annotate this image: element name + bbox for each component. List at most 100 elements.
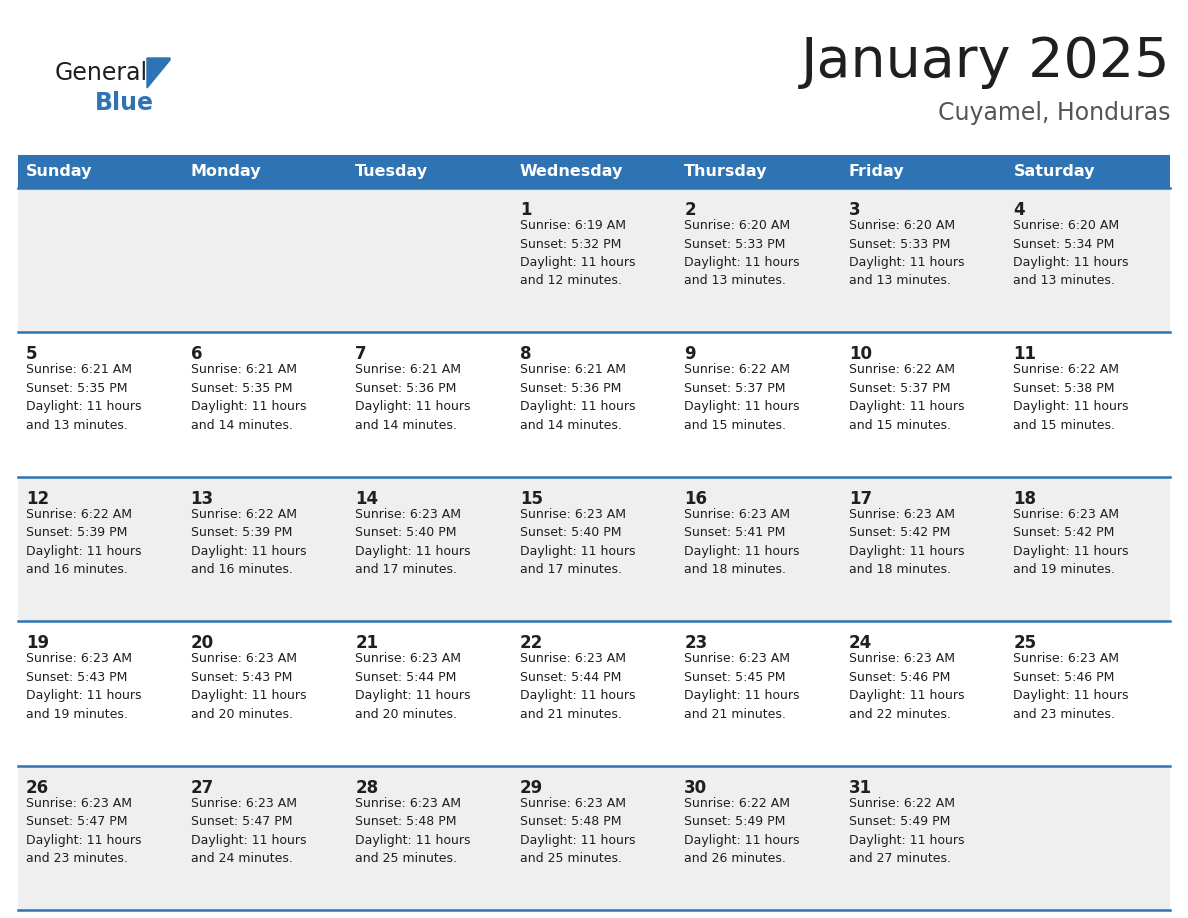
- Text: Sunset: 5:44 PM: Sunset: 5:44 PM: [355, 671, 456, 684]
- Text: Sunset: 5:37 PM: Sunset: 5:37 PM: [684, 382, 785, 395]
- Text: Daylight: 11 hours: Daylight: 11 hours: [26, 689, 141, 702]
- Text: and 15 minutes.: and 15 minutes.: [1013, 419, 1116, 431]
- Text: and 14 minutes.: and 14 minutes.: [355, 419, 457, 431]
- Text: Sunrise: 6:23 AM: Sunrise: 6:23 AM: [684, 652, 790, 666]
- Text: Sunset: 5:37 PM: Sunset: 5:37 PM: [849, 382, 950, 395]
- Text: Sunrise: 6:22 AM: Sunrise: 6:22 AM: [849, 797, 955, 810]
- Text: Sunrise: 6:20 AM: Sunrise: 6:20 AM: [1013, 219, 1119, 232]
- Text: Sunset: 5:42 PM: Sunset: 5:42 PM: [1013, 526, 1114, 539]
- Text: Daylight: 11 hours: Daylight: 11 hours: [519, 544, 636, 558]
- Text: and 15 minutes.: and 15 minutes.: [684, 419, 786, 431]
- Text: Sunset: 5:44 PM: Sunset: 5:44 PM: [519, 671, 621, 684]
- Text: 11: 11: [1013, 345, 1036, 364]
- Bar: [18, 155, 1170, 188]
- Text: Sunset: 5:33 PM: Sunset: 5:33 PM: [849, 238, 950, 251]
- Text: 9: 9: [684, 345, 696, 364]
- Text: 27: 27: [190, 778, 214, 797]
- Text: Daylight: 11 hours: Daylight: 11 hours: [519, 689, 636, 702]
- Text: 18: 18: [1013, 490, 1036, 508]
- Text: Daylight: 11 hours: Daylight: 11 hours: [849, 544, 965, 558]
- Text: Daylight: 11 hours: Daylight: 11 hours: [26, 400, 141, 413]
- Text: and 15 minutes.: and 15 minutes.: [849, 419, 950, 431]
- Text: and 18 minutes.: and 18 minutes.: [684, 564, 786, 577]
- Text: 23: 23: [684, 634, 708, 652]
- Text: January 2025: January 2025: [801, 35, 1170, 89]
- Text: Tuesday: Tuesday: [355, 164, 428, 179]
- Text: and 14 minutes.: and 14 minutes.: [519, 419, 621, 431]
- Text: Sunrise: 6:22 AM: Sunrise: 6:22 AM: [684, 364, 790, 376]
- Text: Sunrise: 6:23 AM: Sunrise: 6:23 AM: [355, 652, 461, 666]
- Text: 21: 21: [355, 634, 378, 652]
- Text: and 17 minutes.: and 17 minutes.: [519, 564, 621, 577]
- Text: and 21 minutes.: and 21 minutes.: [684, 708, 786, 721]
- Text: Sunset: 5:46 PM: Sunset: 5:46 PM: [849, 671, 950, 684]
- Text: Daylight: 11 hours: Daylight: 11 hours: [684, 256, 800, 269]
- Text: Thursday: Thursday: [684, 164, 767, 179]
- Text: Daylight: 11 hours: Daylight: 11 hours: [519, 256, 636, 269]
- Text: Daylight: 11 hours: Daylight: 11 hours: [1013, 256, 1129, 269]
- Text: and 20 minutes.: and 20 minutes.: [355, 708, 457, 721]
- Text: Sunset: 5:32 PM: Sunset: 5:32 PM: [519, 238, 621, 251]
- Text: and 12 minutes.: and 12 minutes.: [519, 274, 621, 287]
- Text: 22: 22: [519, 634, 543, 652]
- Text: Daylight: 11 hours: Daylight: 11 hours: [355, 400, 470, 413]
- Text: Sunrise: 6:22 AM: Sunrise: 6:22 AM: [190, 508, 297, 521]
- Text: and 21 minutes.: and 21 minutes.: [519, 708, 621, 721]
- Text: 30: 30: [684, 778, 707, 797]
- Text: Sunrise: 6:23 AM: Sunrise: 6:23 AM: [849, 508, 955, 521]
- Text: Sunset: 5:41 PM: Sunset: 5:41 PM: [684, 526, 785, 539]
- Text: Daylight: 11 hours: Daylight: 11 hours: [355, 834, 470, 846]
- Text: Cuyamel, Honduras: Cuyamel, Honduras: [937, 101, 1170, 125]
- Text: Daylight: 11 hours: Daylight: 11 hours: [190, 544, 307, 558]
- Text: Daylight: 11 hours: Daylight: 11 hours: [684, 834, 800, 846]
- Text: Sunrise: 6:23 AM: Sunrise: 6:23 AM: [26, 652, 132, 666]
- Text: Daylight: 11 hours: Daylight: 11 hours: [849, 689, 965, 702]
- Text: and 27 minutes.: and 27 minutes.: [849, 852, 950, 865]
- Bar: [18, 332, 1170, 476]
- Text: Sunset: 5:49 PM: Sunset: 5:49 PM: [849, 815, 950, 828]
- Text: Sunset: 5:34 PM: Sunset: 5:34 PM: [1013, 238, 1114, 251]
- Text: Daylight: 11 hours: Daylight: 11 hours: [355, 689, 470, 702]
- Text: and 23 minutes.: and 23 minutes.: [1013, 708, 1116, 721]
- Text: Daylight: 11 hours: Daylight: 11 hours: [1013, 400, 1129, 413]
- Text: and 23 minutes.: and 23 minutes.: [26, 852, 128, 865]
- Text: Sunrise: 6:23 AM: Sunrise: 6:23 AM: [519, 508, 626, 521]
- Text: Sunrise: 6:23 AM: Sunrise: 6:23 AM: [519, 797, 626, 810]
- Bar: [18, 476, 1170, 621]
- Text: Sunrise: 6:23 AM: Sunrise: 6:23 AM: [1013, 652, 1119, 666]
- Text: Blue: Blue: [95, 91, 154, 115]
- Text: Daylight: 11 hours: Daylight: 11 hours: [849, 400, 965, 413]
- Text: 17: 17: [849, 490, 872, 508]
- Text: and 26 minutes.: and 26 minutes.: [684, 852, 786, 865]
- Text: 8: 8: [519, 345, 531, 364]
- Text: and 14 minutes.: and 14 minutes.: [190, 419, 292, 431]
- Text: 28: 28: [355, 778, 378, 797]
- Text: Sunrise: 6:23 AM: Sunrise: 6:23 AM: [26, 797, 132, 810]
- Text: Sunset: 5:39 PM: Sunset: 5:39 PM: [190, 526, 292, 539]
- Text: 6: 6: [190, 345, 202, 364]
- Text: Sunrise: 6:20 AM: Sunrise: 6:20 AM: [684, 219, 790, 232]
- Text: Sunrise: 6:22 AM: Sunrise: 6:22 AM: [26, 508, 132, 521]
- Text: Sunset: 5:36 PM: Sunset: 5:36 PM: [355, 382, 456, 395]
- Text: Sunrise: 6:23 AM: Sunrise: 6:23 AM: [190, 652, 297, 666]
- Text: Sunset: 5:35 PM: Sunset: 5:35 PM: [26, 382, 127, 395]
- Text: Sunset: 5:45 PM: Sunset: 5:45 PM: [684, 671, 785, 684]
- Text: Sunset: 5:49 PM: Sunset: 5:49 PM: [684, 815, 785, 828]
- Text: 20: 20: [190, 634, 214, 652]
- Text: and 24 minutes.: and 24 minutes.: [190, 852, 292, 865]
- Text: Sunrise: 6:23 AM: Sunrise: 6:23 AM: [355, 797, 461, 810]
- Text: Daylight: 11 hours: Daylight: 11 hours: [684, 544, 800, 558]
- Text: 7: 7: [355, 345, 367, 364]
- Text: Sunset: 5:47 PM: Sunset: 5:47 PM: [26, 815, 127, 828]
- Text: Sunrise: 6:22 AM: Sunrise: 6:22 AM: [849, 364, 955, 376]
- Text: 2: 2: [684, 201, 696, 219]
- Text: Daylight: 11 hours: Daylight: 11 hours: [849, 256, 965, 269]
- Text: Daylight: 11 hours: Daylight: 11 hours: [519, 400, 636, 413]
- Text: Monday: Monday: [190, 164, 261, 179]
- Text: 19: 19: [26, 634, 49, 652]
- Text: 1: 1: [519, 201, 531, 219]
- Text: Daylight: 11 hours: Daylight: 11 hours: [684, 689, 800, 702]
- Text: Sunrise: 6:23 AM: Sunrise: 6:23 AM: [1013, 508, 1119, 521]
- Text: 4: 4: [1013, 201, 1025, 219]
- Text: 14: 14: [355, 490, 378, 508]
